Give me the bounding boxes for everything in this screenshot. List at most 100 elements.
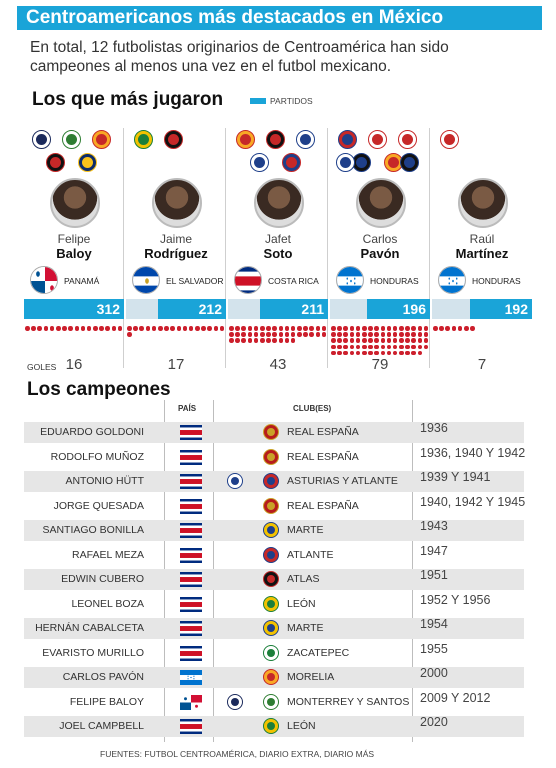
goals-value: 16 [65, 356, 83, 373]
goal-dot [411, 338, 417, 343]
goal-dot [241, 338, 246, 343]
matches-value: 312 [96, 301, 120, 317]
atlante-crest-icon [263, 547, 279, 563]
goal-dot [235, 338, 240, 343]
goal-dot [361, 350, 367, 356]
goal-dot [439, 326, 444, 331]
champion-name: EVARISTO MURILLO [42, 647, 144, 659]
table-row: EVARISTO MURILLO ZACATEPEC 1955 [24, 642, 524, 664]
champion-years: 2009 Y 2012 [420, 691, 491, 705]
goal-dot [253, 326, 259, 331]
goal-dot [374, 338, 379, 343]
player-clubs [126, 126, 226, 174]
goal-dot [284, 326, 290, 331]
champion-years: 1951 [420, 568, 448, 582]
matches-bar [158, 299, 226, 319]
goals-value: 17 [167, 356, 185, 373]
goal-dot [188, 326, 194, 331]
goal-dot [349, 350, 355, 356]
goal-dot [405, 338, 410, 343]
goal-dot [417, 344, 423, 350]
table-row: JOEL CAMPBELL LEÓN 2020 [24, 715, 524, 737]
matches-bar-track: 211 [228, 299, 328, 319]
matches-bar-track: 312 [24, 299, 124, 319]
goal-dot [423, 326, 429, 331]
goal-dot [309, 332, 315, 337]
goal-dot [349, 326, 355, 331]
goal-dot [315, 332, 321, 337]
sources-note: FUENTES: FUTBOL CENTROAMÉRICA, DIARIO EX… [100, 749, 375, 759]
goal-dot [253, 332, 259, 337]
marte-crest-icon [263, 620, 279, 636]
costa-rica-flag-icon [180, 621, 202, 636]
goal-dot [392, 344, 398, 350]
champion-clubs: ZACATEPEC [287, 647, 350, 659]
goal-dot [368, 344, 373, 350]
goals-dots [331, 326, 429, 356]
goal-dot [380, 332, 386, 337]
costa-rica-flag-icon [180, 474, 202, 489]
player-last-name: Soto [263, 246, 293, 261]
goal-dot [355, 350, 361, 356]
goal-dot [368, 332, 373, 337]
goal-dot [127, 332, 132, 337]
column-divider [327, 128, 328, 368]
player-clubs [330, 126, 430, 174]
champion-years: 1943 [420, 519, 448, 533]
goal-dot [145, 326, 151, 331]
puebla-crest-icon [296, 130, 315, 149]
goal-dot [259, 332, 265, 337]
player-column: Jaime Rodríguez EL SALVADOR [126, 126, 226, 376]
player-country: EL SALVADOR [166, 276, 224, 286]
champion-name: HERNÁN CABALCETA [35, 622, 144, 634]
matches-bar [260, 299, 328, 319]
goal-dot [331, 326, 336, 331]
goal-dot [303, 332, 308, 337]
goal-dot [380, 338, 386, 343]
goal-dot [399, 350, 404, 356]
atlas-crest-icon [164, 130, 183, 149]
costa-rica-flag-icon [180, 499, 202, 514]
goal-dot [386, 344, 392, 350]
champion-clubs: REAL ESPAÑA [287, 500, 359, 512]
goal-dot [241, 326, 246, 331]
champion-name: ANTONIO HÜTT [65, 475, 144, 487]
goal-dot [405, 350, 410, 356]
player-photo [356, 178, 406, 228]
necaxa-crest-icon [368, 130, 387, 149]
goal-dot [151, 326, 157, 331]
goal-dot [315, 326, 321, 331]
goal-dot [213, 326, 219, 331]
player-clubs [432, 126, 532, 174]
table-row: CARLOS PAVÓN MORELIA 2000 [24, 666, 524, 688]
goal-dot [386, 350, 392, 356]
goal-dot [399, 344, 404, 350]
goal-dot [176, 326, 182, 331]
goal-dot [417, 326, 423, 331]
player-last-name: Pavón [360, 246, 400, 261]
champion-name: FELIPE BALOY [69, 696, 144, 708]
toluca-crest-icon [440, 130, 459, 149]
honduras-flag-icon [438, 266, 466, 294]
zacatepec-crest-icon [263, 645, 279, 661]
goal-dot [399, 326, 404, 331]
goal-dot [272, 326, 277, 331]
champion-years: 1947 [420, 544, 448, 558]
costa-rica-flag-icon [180, 597, 202, 612]
player-photo [50, 178, 100, 228]
matches-legend: PARTIDOS [250, 96, 313, 106]
goal-dot [297, 332, 302, 337]
section-title-champions: Los campeones [27, 379, 171, 400]
goal-dot [55, 326, 61, 331]
champion-years: 1952 Y 1956 [420, 593, 491, 607]
goal-dot [386, 332, 392, 337]
atlante-crest-icon [263, 473, 279, 489]
column-divider [123, 128, 124, 368]
goal-dot [43, 326, 49, 331]
goal-dot [25, 326, 30, 331]
el-salvador-flag-icon [132, 266, 160, 294]
goal-dot [266, 338, 271, 343]
asturias-crest-icon [227, 473, 243, 489]
column-divider [429, 128, 430, 368]
goal-dot [182, 326, 188, 331]
